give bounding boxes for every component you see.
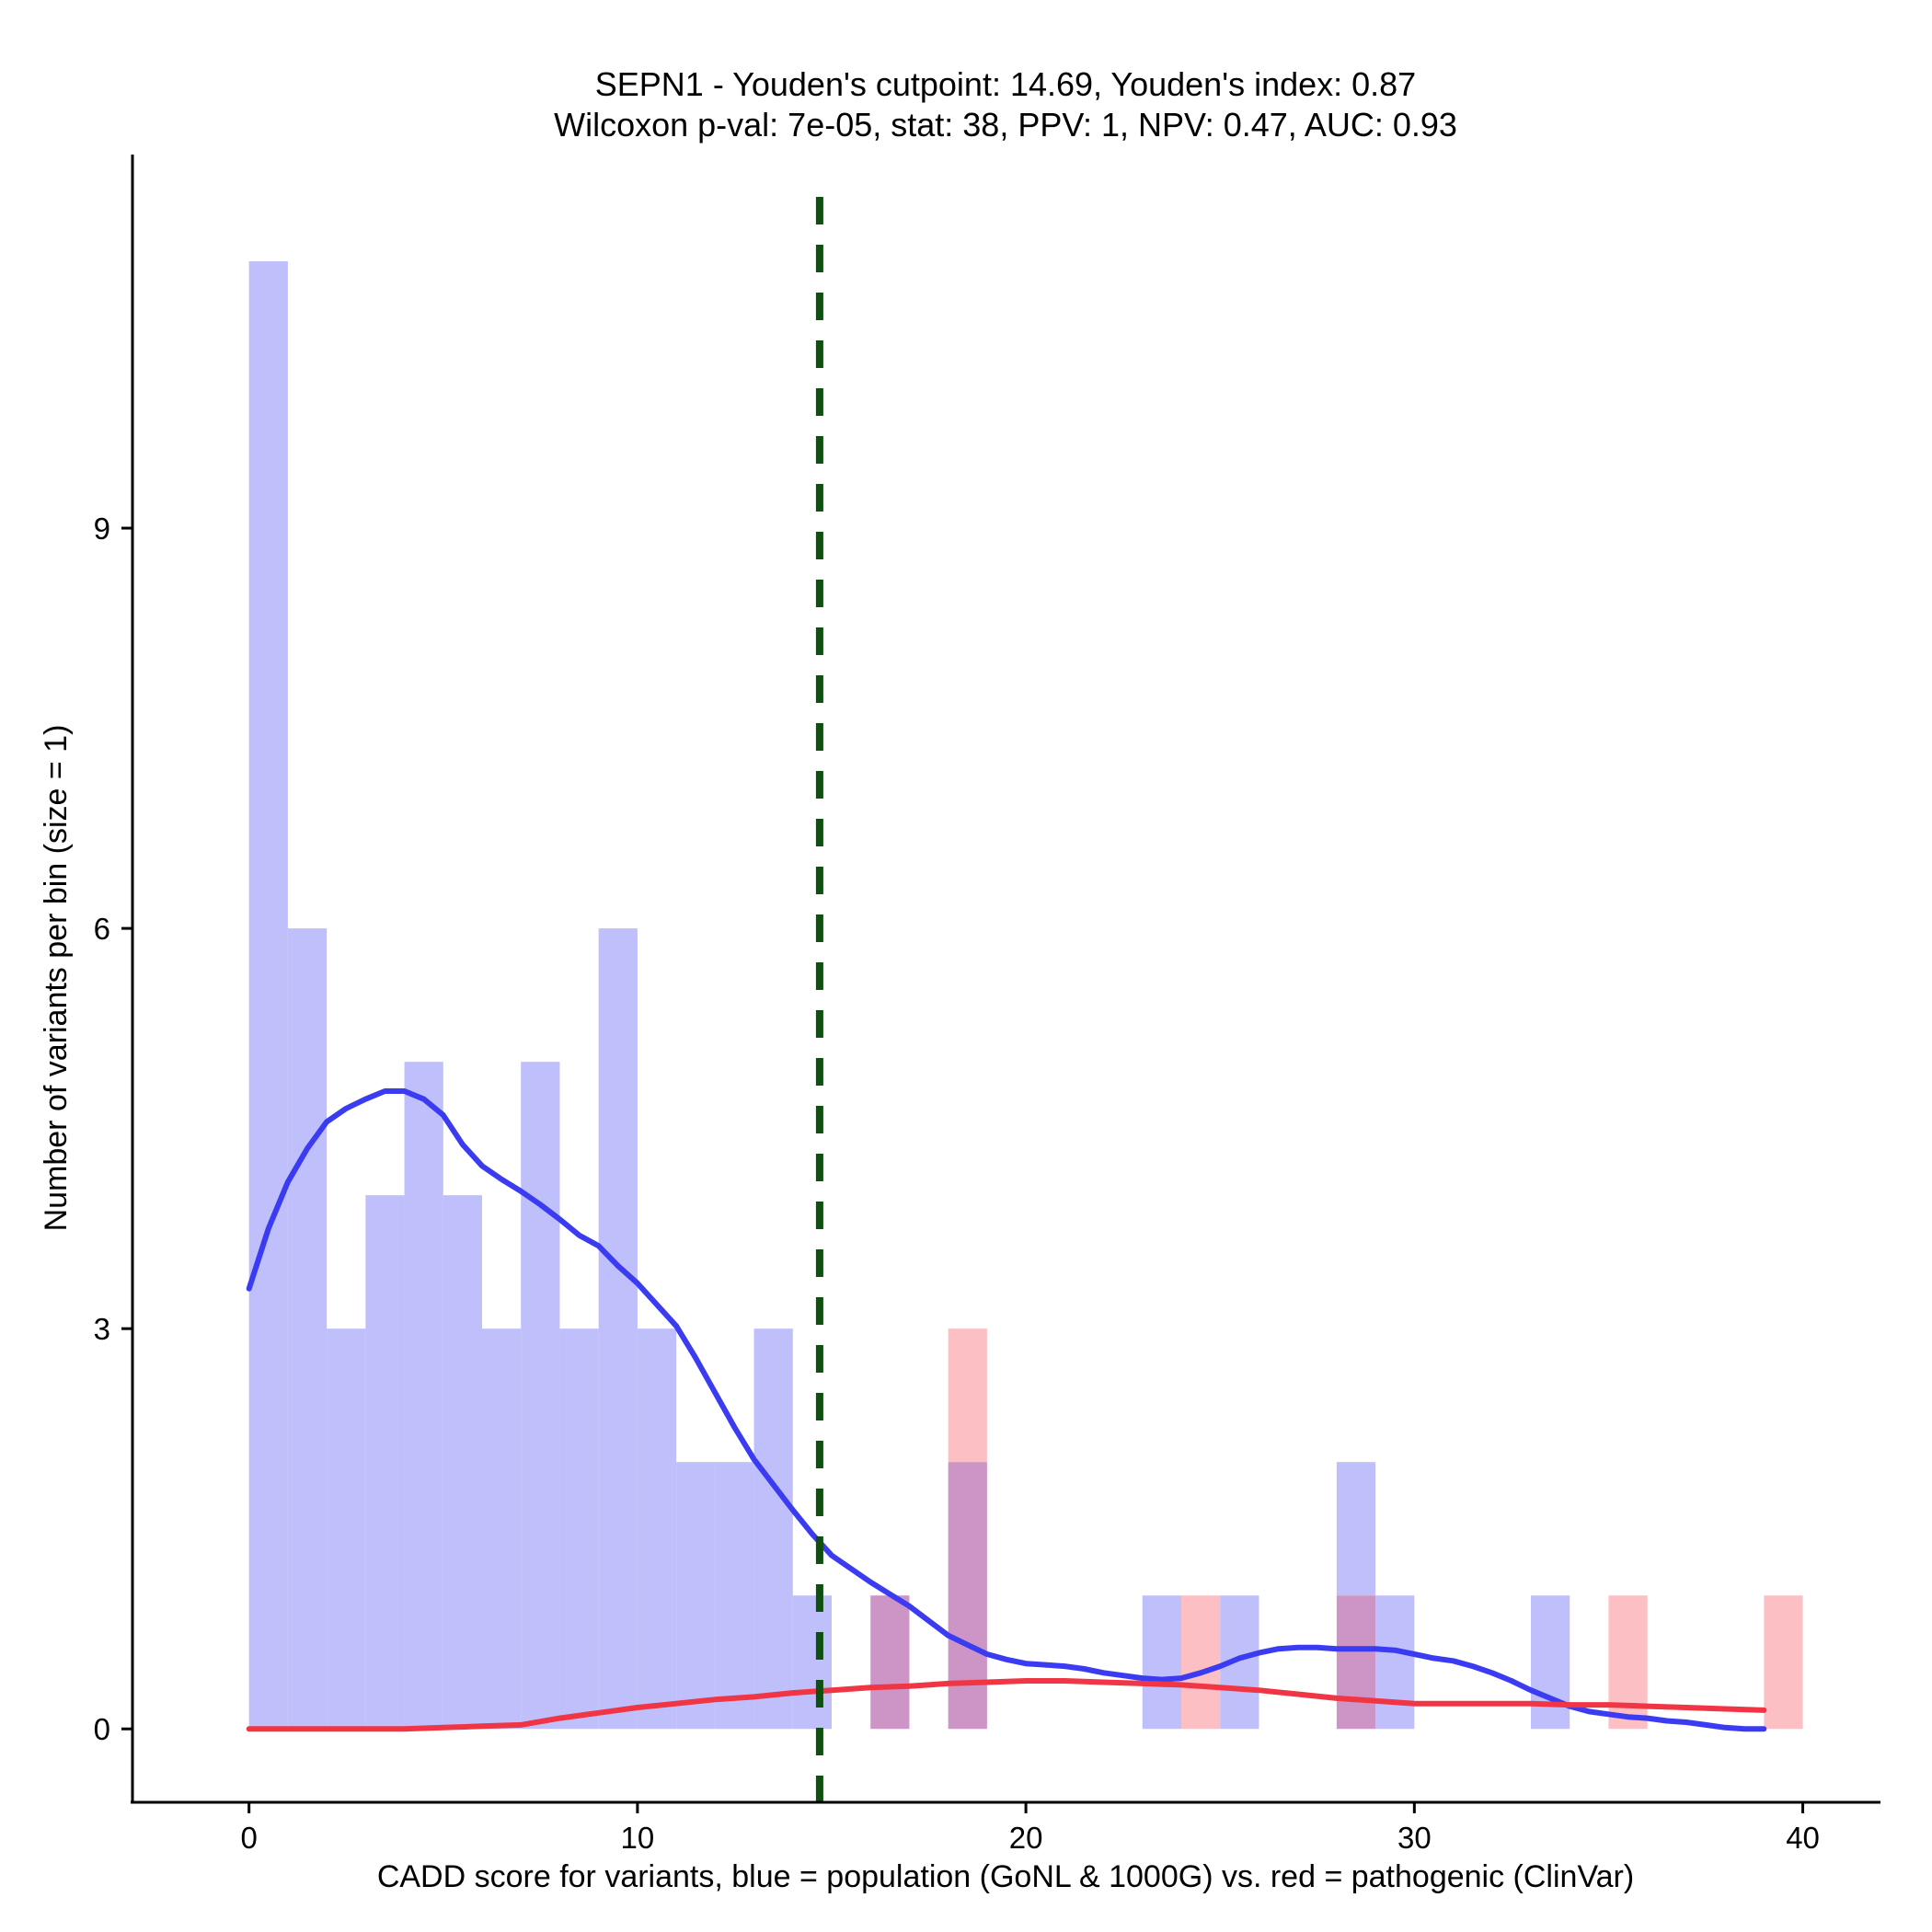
population-bar [404, 1062, 443, 1730]
population-bar [482, 1328, 522, 1730]
y-axis-title: Number of variants per bin (size = 1) [39, 725, 74, 1232]
x-axis-title: CADD score for variants, blue = populati… [377, 1859, 1634, 1894]
population-bar [753, 1328, 793, 1730]
population-bar [792, 1595, 832, 1730]
density-layer [246, 1088, 1767, 1732]
bars-layer [248, 261, 1803, 1730]
x-tick-label: 20 [1009, 1821, 1043, 1855]
x-tick-label: 40 [1786, 1821, 1820, 1855]
population-bar [1336, 1462, 1376, 1596]
overlap-bar [870, 1595, 910, 1730]
population-bar [559, 1328, 599, 1730]
population-bar [365, 1195, 405, 1730]
x-ticks: 0 10 20 30 40 [240, 1802, 1820, 1855]
population-bar [521, 1062, 560, 1730]
population-bar [676, 1462, 716, 1730]
overlap-bar [948, 1462, 987, 1730]
population-bar [1142, 1595, 1181, 1730]
y-ticks: 0 3 6 9 [94, 512, 132, 1746]
pathogenic-bar [1764, 1595, 1803, 1730]
y-tick-label: 0 [94, 1712, 110, 1746]
population-bar [327, 1328, 366, 1730]
pathogenic-bar [948, 1328, 987, 1463]
overlap-bar [1336, 1595, 1376, 1730]
x-tick-label: 0 [240, 1821, 257, 1855]
y-tick-label: 9 [94, 512, 110, 546]
chart-title-line-2: Wilcoxon p-val: 7e-05, stat: 38, PPV: 1,… [554, 106, 1457, 144]
population-bar [715, 1462, 754, 1730]
y-tick-label: 6 [94, 912, 110, 946]
population-bar [1531, 1595, 1570, 1730]
pathogenic-density-line [246, 1678, 1767, 1732]
population-bar [248, 261, 288, 1730]
chart-title-line-1: SEPN1 - Youden's cutpoint: 14.69, Youden… [595, 65, 1416, 103]
population-bar [598, 928, 638, 1730]
y-tick-label: 3 [94, 1312, 110, 1346]
pathogenic-bar [1608, 1595, 1648, 1730]
x-tick-label: 10 [621, 1821, 655, 1855]
x-tick-label: 30 [1397, 1821, 1432, 1855]
population-bar [1375, 1595, 1415, 1730]
population-bar [443, 1195, 482, 1730]
pathogenic-bar [1181, 1595, 1221, 1730]
population-density-line [246, 1088, 1767, 1732]
population-bar [287, 928, 328, 1730]
population-bar [637, 1328, 677, 1730]
